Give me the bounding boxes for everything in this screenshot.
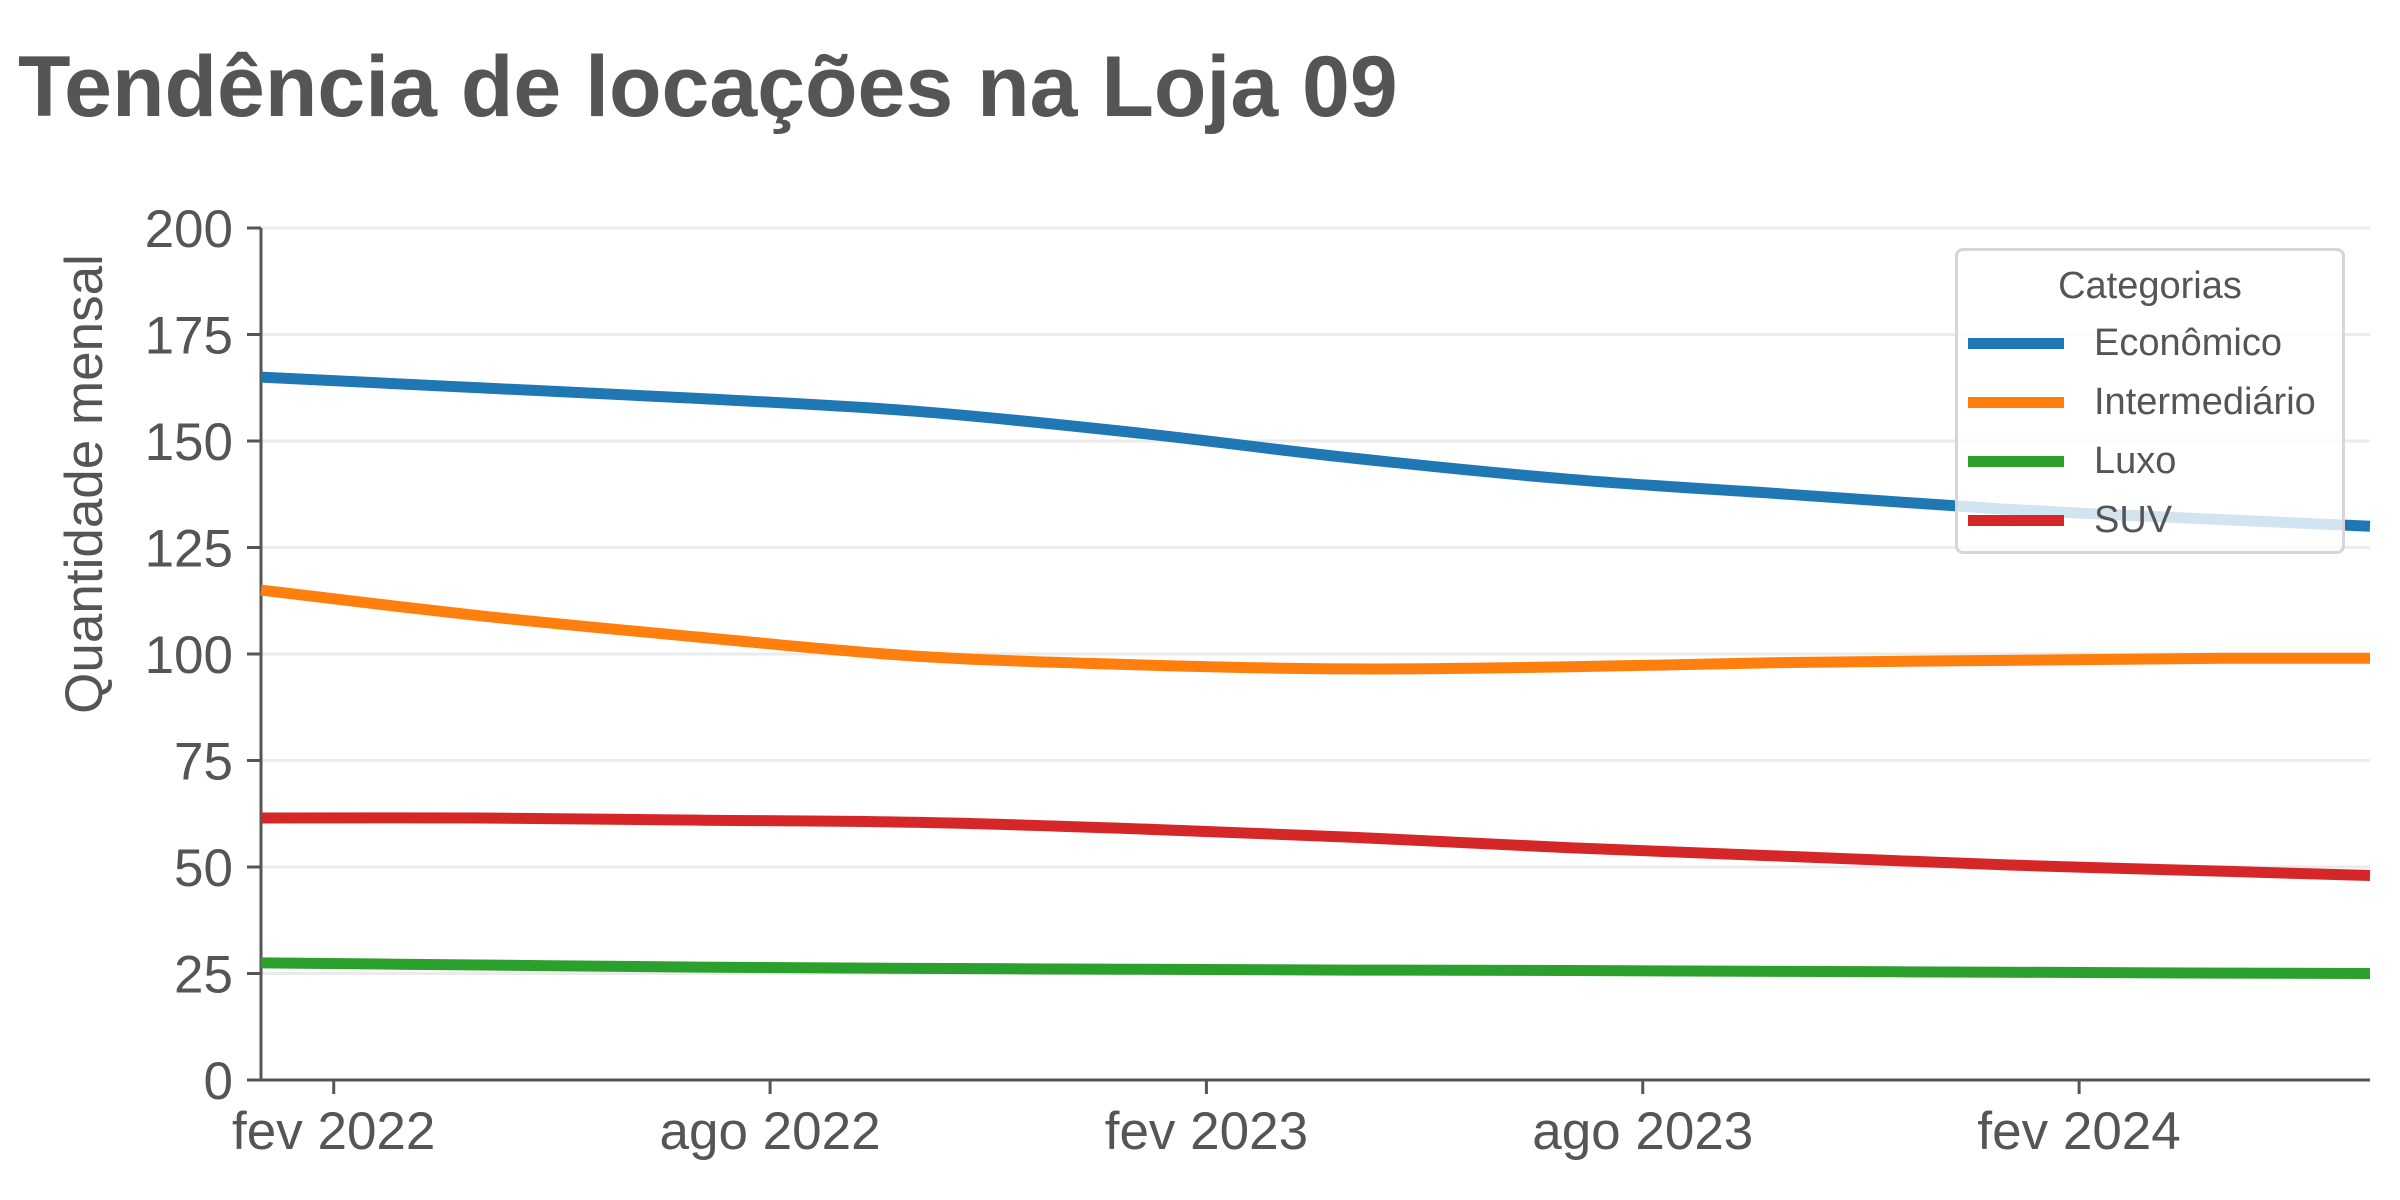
legend-item-luxo: Luxo [1968, 439, 2176, 483]
legend-item-economico: Econômico [1968, 321, 2282, 365]
legend: Categorias Econômico Intermediário Luxo SUV [1955, 248, 2345, 554]
legend-title: Categorias [2058, 265, 2242, 307]
legend-swatch [1968, 455, 2064, 467]
y-ticks: 0 25 50 75 100 125 150 175 200 [145, 200, 261, 1111]
y-tick-label: 100 [145, 626, 233, 685]
x-tick-label: fev 2024 [1977, 1102, 2180, 1161]
legend-label: Luxo [2094, 439, 2177, 482]
series-line-intermediario [260, 584, 2371, 675]
legend-label: Intermediário [2094, 380, 2316, 423]
legend-label: Econômico [2094, 321, 2282, 364]
y-tick-label: 200 [145, 200, 233, 259]
y-tick-label: 50 [174, 839, 233, 898]
y-tick-label: 75 [174, 733, 233, 792]
legend-swatch [1968, 514, 2064, 526]
legend-swatch [1968, 337, 2064, 349]
chart-title: Tendência de locações na Loja 09 [18, 39, 1398, 135]
legend-item-intermediario: Intermediário [1968, 380, 2316, 424]
y-axis-label: Quantidade mensal [55, 254, 114, 714]
x-tick-label: ago 2023 [1532, 1102, 1753, 1161]
legend-label: SUV [2094, 498, 2173, 541]
series-line-suv [260, 812, 2371, 881]
y-tick-label: 0 [204, 1052, 233, 1111]
series-line-luxo [260, 957, 2371, 979]
x-tick-label: ago 2022 [660, 1102, 881, 1161]
x-tick-label: fev 2022 [232, 1102, 435, 1161]
y-tick-label: 125 [145, 520, 233, 579]
series-lines [260, 371, 2371, 979]
y-tick-label: 150 [145, 413, 233, 472]
legend-swatch [1968, 396, 2064, 408]
y-tick-label: 25 [174, 946, 233, 1005]
x-ticks: fev 2022 ago 2022 fev 2023 ago 2023 fev 2024 [232, 1080, 2181, 1161]
legend-item-suv: SUV [1968, 498, 2172, 542]
y-tick-label: 175 [145, 307, 233, 366]
x-tick-label: fev 2023 [1105, 1102, 1308, 1161]
